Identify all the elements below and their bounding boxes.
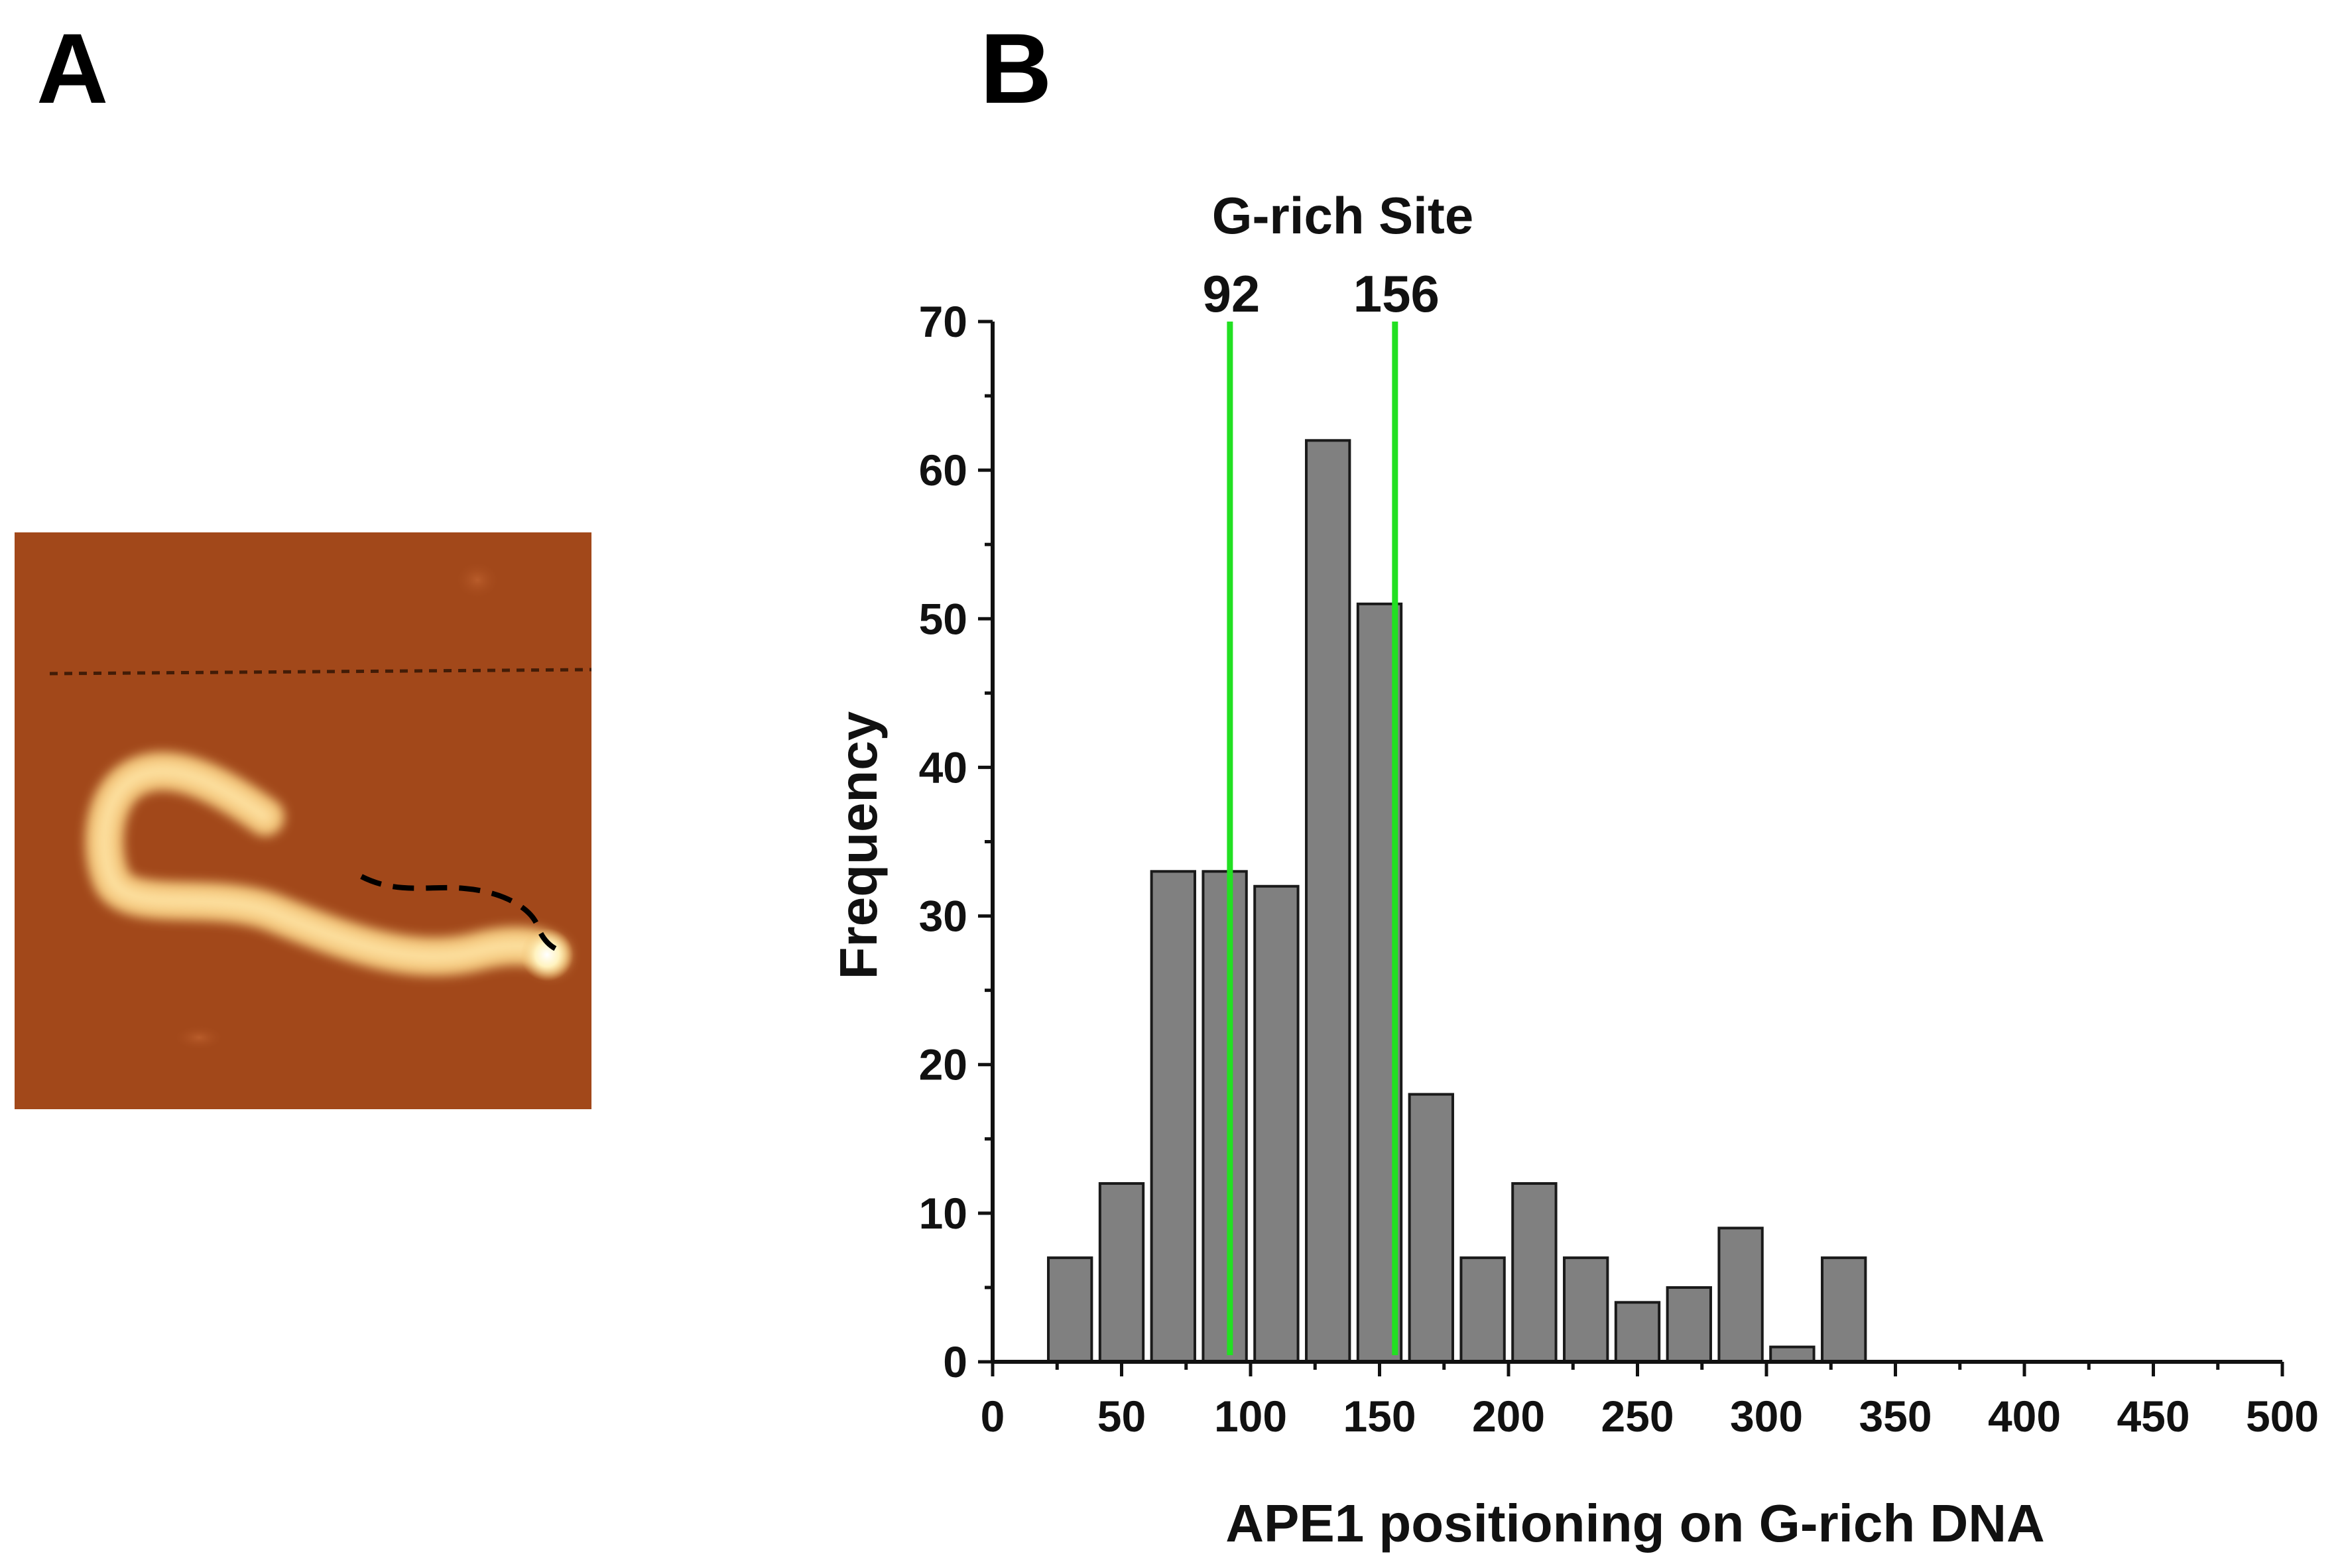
- x-tick-label: 200: [1472, 1392, 1545, 1441]
- x-tick-label: 150: [1343, 1392, 1416, 1441]
- afm-background-spot: [454, 560, 501, 600]
- histogram-bar: [1150, 870, 1196, 1364]
- sites-layer: 92 156: [1202, 265, 1440, 1355]
- y-tick-label: 50: [919, 594, 967, 643]
- panel-b-label: B: [980, 13, 1052, 124]
- y-tick-label: 20: [919, 1040, 967, 1089]
- histogram-chart: 92 156 0 10 20 30 40 50 60 70 0 50 100 150 200 250 300…: [829, 186, 2319, 1553]
- x-tick-label: 400: [1988, 1392, 2061, 1441]
- y-ticks: 0 10 20 30 40 50 60 70: [919, 297, 993, 1386]
- afm-background-spot: [172, 1024, 225, 1051]
- x-tick-label: 100: [1214, 1392, 1287, 1441]
- y-tick-label: 0: [943, 1337, 967, 1386]
- y-axis-title: Frequency: [829, 711, 888, 979]
- x-tick-label: 300: [1730, 1392, 1803, 1441]
- histogram-bar: [1047, 1256, 1093, 1363]
- bars-layer: [1047, 439, 1867, 1364]
- y-tick-label: 70: [919, 297, 967, 346]
- x-ticks: 0 50 100 150 200 250 300 350 400 450 500: [981, 1362, 2319, 1441]
- histogram-bar: [1614, 1301, 1661, 1364]
- g-rich-site-label: 92: [1202, 265, 1260, 323]
- y-tick-label: 60: [919, 446, 967, 495]
- panel-a-label: A: [36, 13, 108, 124]
- afm-dna-image: [15, 532, 592, 1109]
- histogram-bar: [1821, 1256, 1867, 1363]
- histogram-bar: [1098, 1182, 1145, 1363]
- afm-protein-hotspot: [521, 928, 574, 981]
- histogram-bar: [1408, 1093, 1454, 1363]
- histogram-bar: [1563, 1256, 1609, 1363]
- histogram-bar: [1459, 1256, 1506, 1363]
- histogram-bar: [1666, 1286, 1712, 1364]
- histogram-bar: [1202, 870, 1248, 1364]
- x-tick-label: 450: [2117, 1392, 2189, 1441]
- afm-dna-strand-core: [97, 764, 558, 964]
- x-tick-label: 50: [1097, 1392, 1146, 1441]
- y-tick-label: 30: [919, 892, 967, 941]
- x-axis-title: APE1 positioning on G-rich DNA: [1225, 1494, 2045, 1553]
- x-tick-label: 350: [1859, 1392, 1932, 1441]
- histogram-bar: [1511, 1182, 1558, 1363]
- afm-trace-dashed-line: [360, 874, 558, 952]
- x-tick-label: 0: [981, 1392, 1005, 1441]
- x-tick-label: 250: [1601, 1392, 1674, 1441]
- y-tick-label: 40: [919, 743, 967, 792]
- g-rich-site-title: G-rich Site: [1212, 186, 1473, 245]
- y-tick-label: 10: [919, 1189, 967, 1238]
- histogram-bar: [1253, 884, 1300, 1363]
- x-tick-label: 500: [2246, 1392, 2319, 1441]
- g-rich-site-label: 156: [1353, 265, 1440, 323]
- histogram-bar: [1717, 1227, 1764, 1364]
- afm-scan-artifact-line: [49, 668, 592, 676]
- histogram-bar: [1769, 1345, 1816, 1363]
- histogram-bar: [1305, 439, 1351, 1363]
